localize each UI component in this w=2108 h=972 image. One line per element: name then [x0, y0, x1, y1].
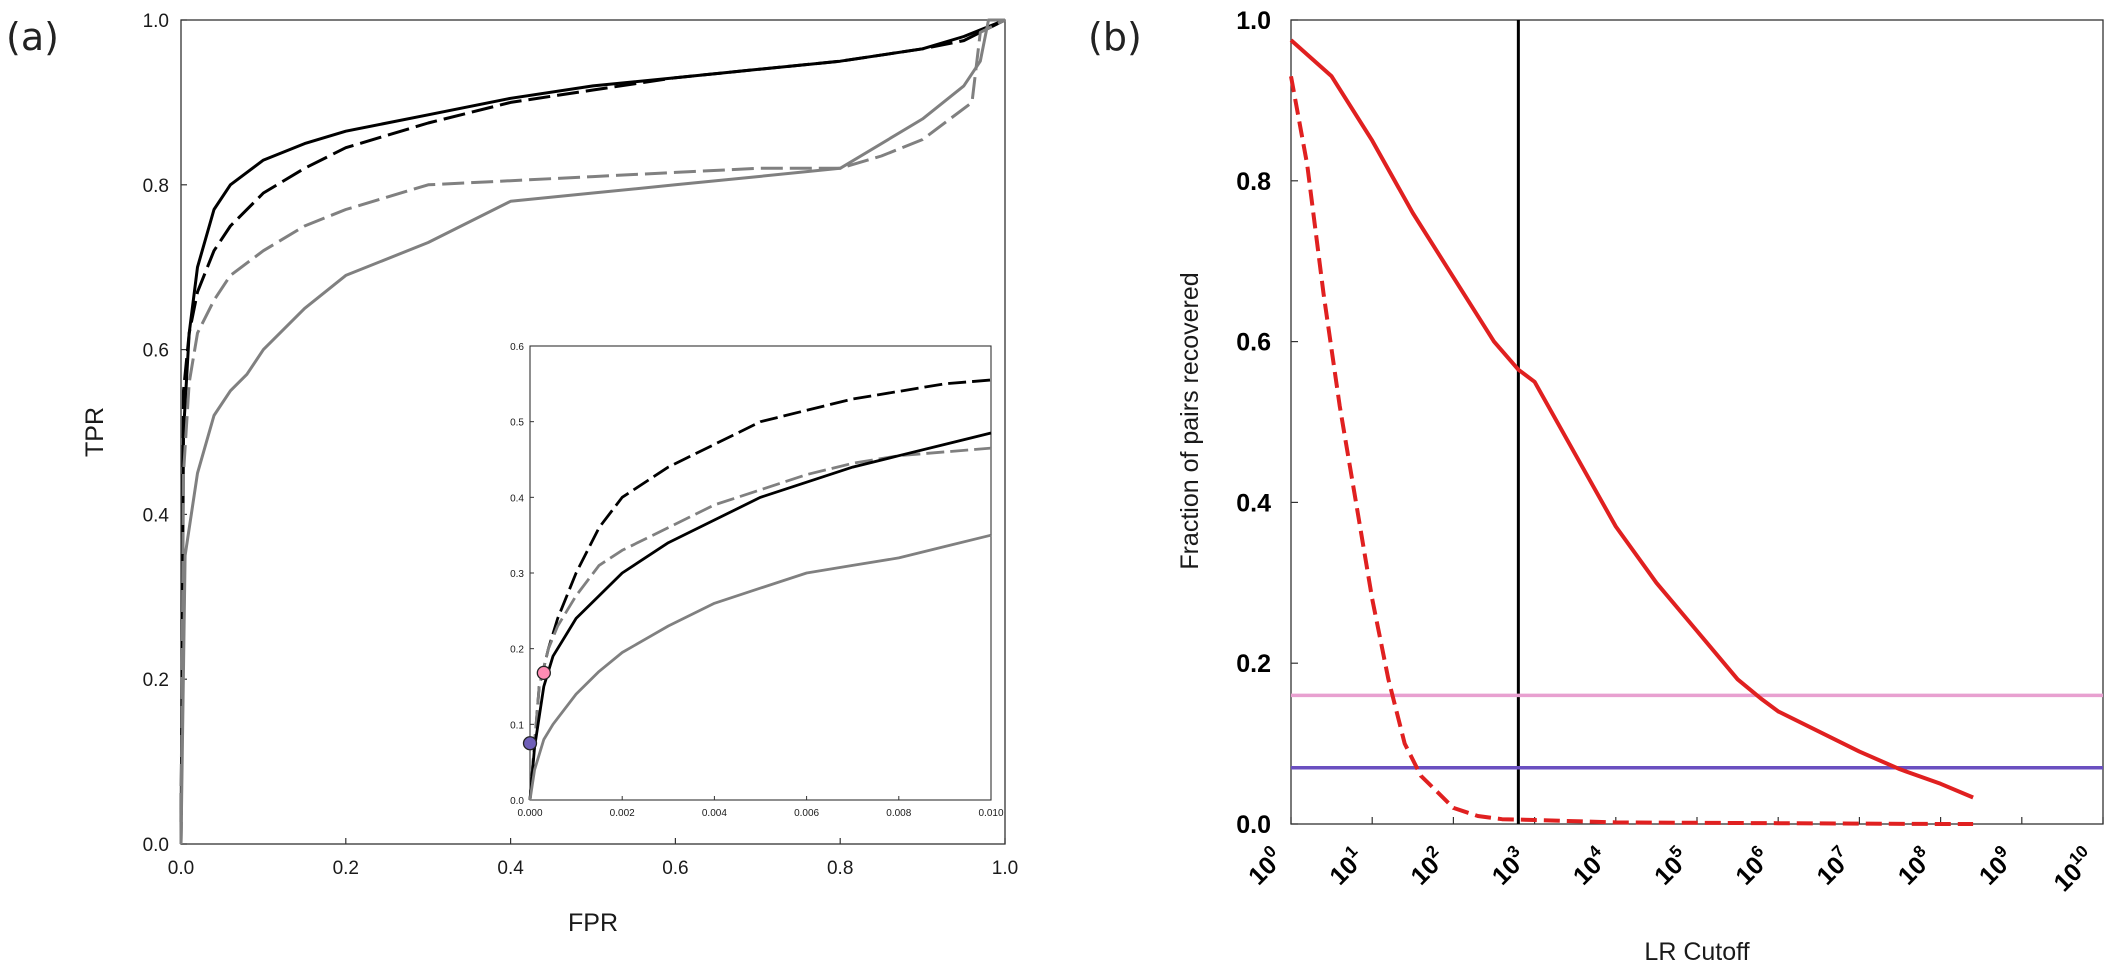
- panel-a-xtick-label: 0.2: [333, 858, 359, 879]
- panel-a-xtick-label: 0.8: [827, 858, 853, 879]
- panel-b-series-red-solid: [1289, 38, 1974, 800]
- panel-a-ytick-label: 0.2: [143, 670, 169, 691]
- inset-axes: 0.000 0.002 0.004 0.006 0.008 0.010 0.0 0.1 0.2 0…: [510, 342, 1004, 819]
- panel-a-series-black-dashed: [179, 18, 1006, 845]
- panel-b-ytick-label: 0.2: [1236, 650, 1271, 678]
- panel-a-ylabel: TPR: [81, 407, 109, 457]
- inset-ytick-label: 0.4: [510, 493, 524, 504]
- panel-b-chart: 100 101 102 103 104 105 106 107 108 109 1010 0.0 0.2…: [1176, 7, 2104, 966]
- inset-ytick-label: 0.6: [510, 342, 524, 353]
- inset-chart: 0.000 0.002 0.004 0.006 0.008 0.010 0.0 0.1 0.2 0…: [510, 342, 1004, 819]
- panel-b-xtick-label: 107: [1809, 842, 1858, 891]
- inset-ytick-label: 0.1: [510, 720, 524, 731]
- panel-a-ytick-label: 0.6: [143, 341, 169, 362]
- panel-b-ytick-label: 0.8: [1236, 168, 1271, 196]
- panel-b-xtick-label: 104: [1565, 841, 1614, 890]
- panel-a-series-gray-solid: [179, 18, 1005, 845]
- panel-b-label: (b): [1088, 15, 1142, 59]
- panel-b-xtick-label: 1010: [2046, 842, 2102, 898]
- panel-b-ytick-label: 0.0: [1236, 811, 1271, 839]
- inset-xtick-label: 0.006: [794, 808, 819, 819]
- inset-ytick-label: 0.5: [510, 418, 524, 429]
- panel-a-xtick-label: 1.0: [992, 858, 1018, 879]
- inset-series-gray-solid: [528, 533, 992, 801]
- inset-series-black-dashed: [528, 378, 992, 801]
- panel-b-ytick-label: 1.0: [1236, 7, 1271, 35]
- inset-marker-purple-point: [522, 736, 538, 751]
- panel-a-series: [179, 18, 1006, 845]
- panel-b-ylabel: Fraction of pairs recovered: [1176, 272, 1204, 569]
- inset-ytick-label: 0.2: [510, 645, 524, 656]
- panel-a-series-gray-dashed: [179, 18, 1006, 845]
- panel-a-ytick-label: 0.0: [143, 835, 169, 856]
- panel-a-xlabel: FPR: [568, 909, 618, 937]
- panel-a-ytick-label: 0.4: [143, 505, 170, 526]
- panel-b-series: [1289, 38, 1974, 826]
- panel-a-xtick-label: 0.0: [168, 858, 194, 879]
- panel-b-xtick-label: 103: [1484, 842, 1533, 891]
- panel-a-frame: [180, 19, 1006, 845]
- inset-xtick-label: 0.008: [886, 808, 911, 819]
- panel-b-axes: 100 101 102 103 104 105 106 107 108 109 1010 0.0 0.2…: [1236, 7, 2104, 898]
- panel-a-chart: 0.0 0.2 0.4 0.6 0.8 1.0 0.0 0.2 0.4 0.6 0.8 1.0 FPR…: [81, 11, 1018, 937]
- panel-a-xtick-label: 0.4: [497, 858, 524, 879]
- panel-b-xtick-label: 102: [1403, 842, 1452, 891]
- inset-xtick-label: 0.002: [610, 808, 635, 819]
- inset-ytick-label: 0.0: [510, 796, 524, 807]
- panel-b-reference-lines: [1291, 20, 2103, 824]
- panel-b-xlabel: LR Cutoff: [1644, 938, 1749, 966]
- panel-a-label: (a): [6, 15, 59, 59]
- panel-b-xtick-label: 105: [1646, 842, 1695, 891]
- panel-b-series-red-dashed: [1289, 75, 1974, 826]
- inset-series: [528, 378, 992, 801]
- panel-b-xtick-label: 101: [1321, 842, 1370, 891]
- panel-b-ytick-label: 0.6: [1236, 329, 1271, 357]
- inset-xtick-label: 0.004: [702, 808, 727, 819]
- panel-a-ytick-label: 0.8: [143, 176, 169, 197]
- panel-b-xtick-label: 106: [1727, 842, 1776, 891]
- panel-b-xtick-label: 109: [1971, 842, 2020, 891]
- panel-b-xtick-label: 100: [1240, 842, 1289, 891]
- panel-b-frame: [1290, 19, 2104, 825]
- panel-b-ytick-label: 0.4: [1236, 489, 1271, 517]
- panel-a-ytick-label: 1.0: [143, 11, 169, 32]
- inset-frame: [529, 345, 992, 801]
- inset-ytick-label: 0.3: [510, 569, 524, 580]
- panel-b-xtick-label: 108: [1890, 842, 1939, 891]
- panel-a-xtick-label: 0.6: [662, 858, 688, 879]
- inset-markers: [522, 665, 551, 751]
- inset-xtick-label: 0.000: [517, 808, 542, 819]
- inset-xtick-label: 0.010: [978, 808, 1003, 819]
- inset-marker-pink-point: [536, 665, 551, 681]
